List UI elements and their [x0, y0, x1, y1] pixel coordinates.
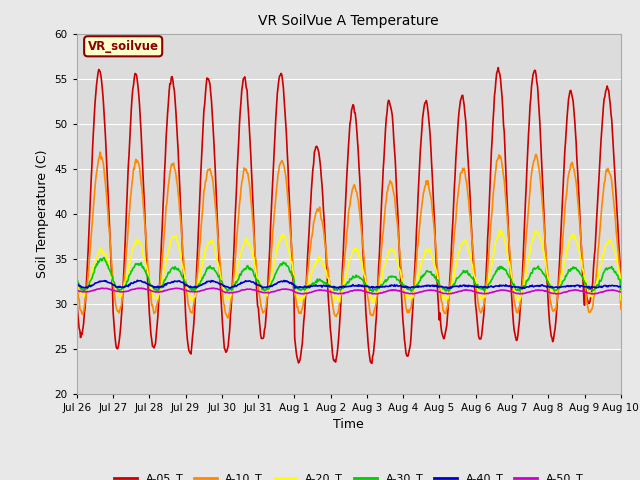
A-50_T: [552, 291, 559, 297]
A-40_T: [416, 284, 424, 289]
A-20_T: [496, 227, 504, 232]
A-30_T: [100, 255, 108, 261]
A-40_T: [431, 283, 439, 288]
A-50_T: [431, 288, 439, 293]
Line: A-05_T: A-05_T: [77, 68, 621, 363]
Line: A-20_T: A-20_T: [77, 229, 621, 303]
A-40_T: [195, 283, 202, 289]
A-40_T: [587, 286, 595, 291]
A-05_T: [368, 360, 376, 366]
Y-axis label: Soil Temperature (C): Soil Temperature (C): [36, 149, 49, 278]
A-50_T: [83, 289, 90, 295]
A-20_T: [194, 284, 202, 290]
A-30_T: [433, 277, 440, 283]
A-30_T: [417, 277, 424, 283]
X-axis label: Time: Time: [333, 418, 364, 431]
Line: A-30_T: A-30_T: [77, 258, 621, 292]
A-40_T: [223, 284, 231, 290]
A-05_T: [194, 241, 202, 247]
Text: VR_soilvue: VR_soilvue: [88, 40, 159, 53]
A-20_T: [223, 295, 230, 300]
A-30_T: [83, 286, 90, 291]
A-50_T: [195, 288, 202, 294]
A-30_T: [369, 289, 376, 295]
Line: A-40_T: A-40_T: [77, 280, 621, 288]
Title: VR SoilVue A Temperature: VR SoilVue A Temperature: [259, 14, 439, 28]
A-30_T: [195, 281, 202, 287]
A-20_T: [139, 248, 147, 254]
A-10_T: [83, 289, 90, 295]
A-50_T: [136, 285, 143, 291]
A-05_T: [223, 349, 230, 355]
A-50_T: [140, 286, 147, 291]
A-50_T: [617, 289, 625, 295]
A-10_T: [224, 315, 232, 321]
A-05_T: [416, 165, 424, 171]
A-10_T: [97, 149, 104, 155]
A-20_T: [431, 264, 439, 270]
A-20_T: [617, 297, 625, 303]
A-20_T: [416, 268, 424, 274]
A-30_T: [617, 287, 625, 292]
A-40_T: [140, 279, 147, 285]
A-30_T: [73, 276, 81, 282]
A-40_T: [83, 284, 90, 290]
A-30_T: [223, 288, 231, 293]
A-05_T: [431, 242, 439, 248]
A-50_T: [223, 289, 231, 295]
A-05_T: [139, 161, 147, 167]
Line: A-10_T: A-10_T: [77, 152, 621, 318]
A-40_T: [73, 282, 81, 288]
A-20_T: [369, 300, 377, 306]
A-05_T: [617, 301, 625, 307]
A-10_T: [617, 306, 625, 312]
A-05_T: [83, 277, 90, 283]
Line: A-50_T: A-50_T: [77, 288, 621, 294]
A-40_T: [617, 284, 625, 290]
A-10_T: [417, 216, 424, 222]
A-20_T: [83, 286, 90, 291]
A-50_T: [73, 288, 81, 293]
Legend: A-05_T, A-10_T, A-20_T, A-30_T, A-40_T, A-50_T: A-05_T, A-10_T, A-20_T, A-30_T, A-40_T, …: [110, 469, 588, 480]
A-10_T: [73, 278, 81, 284]
A-30_T: [140, 264, 147, 270]
A-10_T: [433, 247, 440, 253]
A-05_T: [73, 294, 81, 300]
A-50_T: [416, 289, 424, 295]
A-05_T: [494, 65, 502, 71]
A-20_T: [73, 276, 81, 282]
A-40_T: [134, 277, 141, 283]
A-10_T: [195, 255, 202, 261]
A-10_T: [223, 315, 231, 321]
A-10_T: [140, 204, 147, 210]
